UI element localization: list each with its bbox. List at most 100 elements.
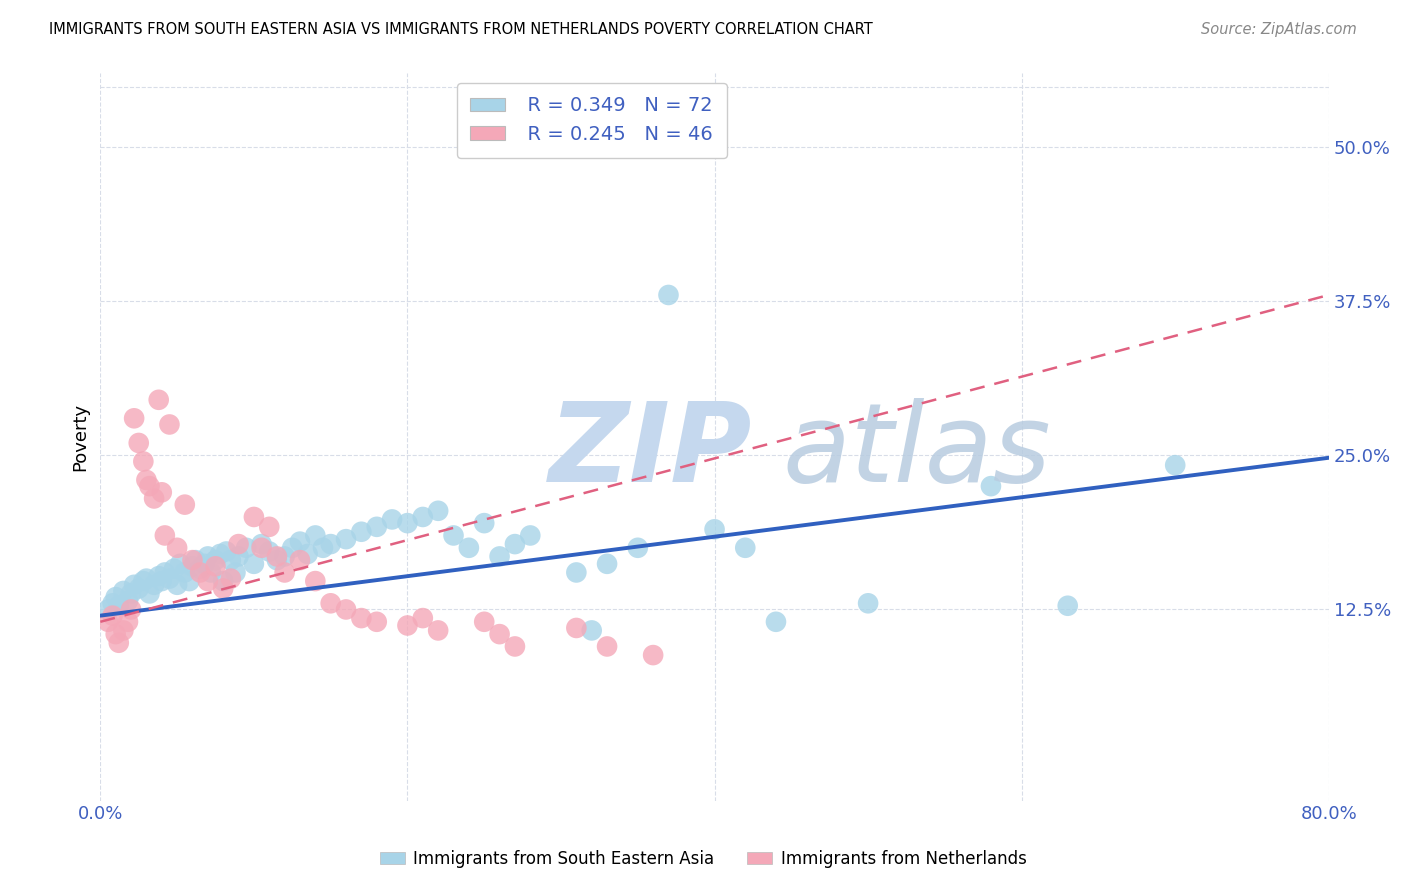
- Point: [243, 557, 266, 571]
- Point: [173, 498, 195, 512]
- Y-axis label: Poverty: Poverty: [72, 402, 89, 471]
- Point: [335, 602, 357, 616]
- Point: [224, 566, 246, 580]
- Point: [643, 648, 665, 662]
- Point: [153, 528, 176, 542]
- Point: [97, 615, 120, 629]
- Point: [1164, 458, 1187, 472]
- Point: [396, 516, 419, 530]
- Point: [980, 479, 1002, 493]
- Point: [472, 615, 495, 629]
- Point: [519, 528, 541, 542]
- Point: [215, 544, 238, 558]
- Point: [565, 621, 588, 635]
- Point: [243, 510, 266, 524]
- Point: [288, 534, 311, 549]
- Point: [159, 417, 181, 432]
- Point: [184, 553, 207, 567]
- Point: [443, 528, 465, 542]
- Point: [132, 454, 155, 468]
- Point: [288, 553, 311, 567]
- Point: [153, 566, 176, 580]
- Point: [503, 537, 526, 551]
- Point: [596, 557, 619, 571]
- Point: [204, 553, 226, 567]
- Point: [457, 541, 479, 555]
- Point: [297, 547, 319, 561]
- Point: [304, 574, 326, 588]
- Text: IMMIGRANTS FROM SOUTH EASTERN ASIA VS IMMIGRANTS FROM NETHERLANDS POVERTY CORREL: IMMIGRANTS FROM SOUTH EASTERN ASIA VS IM…: [49, 22, 873, 37]
- Point: [565, 566, 588, 580]
- Point: [488, 549, 510, 564]
- Point: [112, 624, 135, 638]
- Point: [266, 549, 288, 564]
- Point: [312, 541, 335, 555]
- Point: [104, 627, 127, 641]
- Text: atlas: atlas: [782, 398, 1050, 505]
- Text: ZIP: ZIP: [548, 398, 752, 505]
- Point: [138, 586, 160, 600]
- Point: [734, 541, 756, 555]
- Point: [200, 566, 222, 580]
- Point: [304, 528, 326, 542]
- Point: [212, 574, 235, 588]
- Point: [627, 541, 650, 555]
- Point: [135, 572, 157, 586]
- Point: [122, 578, 145, 592]
- Point: [657, 288, 679, 302]
- Point: [166, 578, 188, 592]
- Point: [120, 586, 142, 600]
- Point: [350, 524, 373, 539]
- Point: [107, 599, 129, 613]
- Point: [856, 596, 879, 610]
- Point: [335, 532, 357, 546]
- Point: [209, 547, 232, 561]
- Point: [472, 516, 495, 530]
- Point: [381, 512, 404, 526]
- Point: [159, 572, 181, 586]
- Point: [219, 553, 242, 567]
- Point: [350, 611, 373, 625]
- Point: [596, 640, 619, 654]
- Point: [228, 537, 250, 551]
- Point: [319, 537, 342, 551]
- Point: [166, 541, 188, 555]
- Point: [581, 624, 603, 638]
- Point: [281, 541, 304, 555]
- Point: [228, 549, 250, 564]
- Point: [197, 549, 219, 564]
- Point: [122, 411, 145, 425]
- Legend: Immigrants from South Eastern Asia, Immigrants from Netherlands: Immigrants from South Eastern Asia, Immi…: [373, 844, 1033, 875]
- Point: [250, 537, 273, 551]
- Point: [112, 584, 135, 599]
- Point: [427, 504, 450, 518]
- Point: [212, 582, 235, 596]
- Point: [148, 569, 170, 583]
- Point: [765, 615, 787, 629]
- Point: [163, 562, 186, 576]
- Point: [128, 582, 150, 596]
- Point: [396, 618, 419, 632]
- Point: [104, 590, 127, 604]
- Point: [219, 572, 242, 586]
- Point: [366, 520, 388, 534]
- Point: [117, 615, 139, 629]
- Point: [179, 574, 201, 588]
- Point: [101, 596, 124, 610]
- Point: [197, 574, 219, 588]
- Point: [169, 557, 191, 571]
- Point: [150, 485, 173, 500]
- Point: [273, 566, 295, 580]
- Point: [503, 640, 526, 654]
- Point: [135, 473, 157, 487]
- Point: [194, 557, 217, 571]
- Point: [173, 566, 195, 580]
- Text: Source: ZipAtlas.com: Source: ZipAtlas.com: [1201, 22, 1357, 37]
- Point: [412, 611, 434, 625]
- Point: [132, 574, 155, 588]
- Point: [148, 392, 170, 407]
- Point: [101, 608, 124, 623]
- Point: [273, 549, 295, 564]
- Point: [117, 594, 139, 608]
- Point: [266, 553, 288, 567]
